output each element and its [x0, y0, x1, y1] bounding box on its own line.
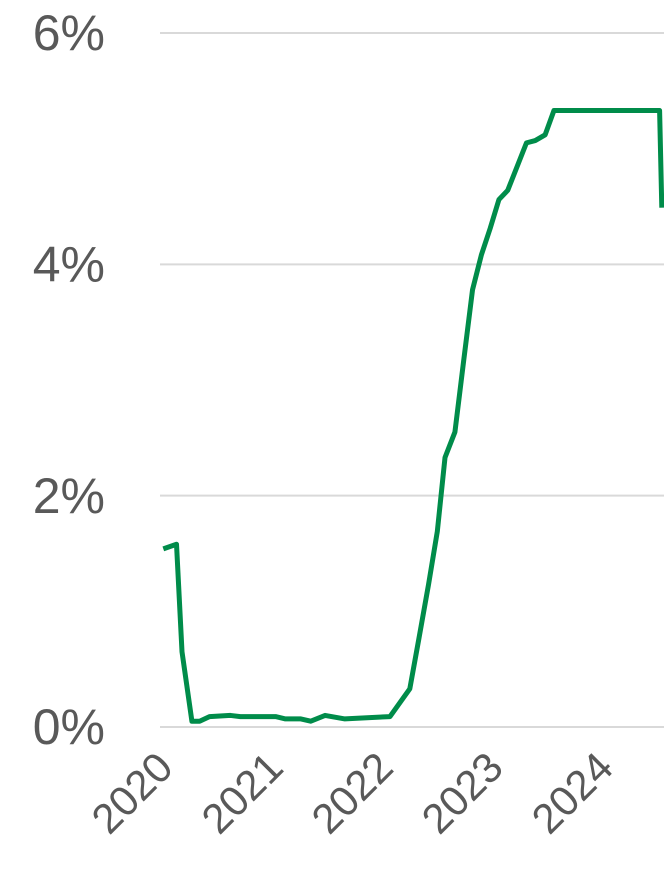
x-tick-label: 2020: [82, 743, 181, 842]
x-tick-label: 2022: [302, 743, 401, 842]
y-tick-label: 0%: [33, 699, 105, 755]
line: [162, 107, 664, 724]
y-tick-label: 2%: [33, 468, 105, 524]
x-tick-label: 2024: [523, 743, 622, 842]
y-tick-label: 6%: [33, 5, 105, 61]
y-tick-label: 4%: [33, 237, 105, 293]
x-tick-label: 2023: [412, 743, 511, 842]
x-tick-label: 2021: [192, 743, 291, 842]
